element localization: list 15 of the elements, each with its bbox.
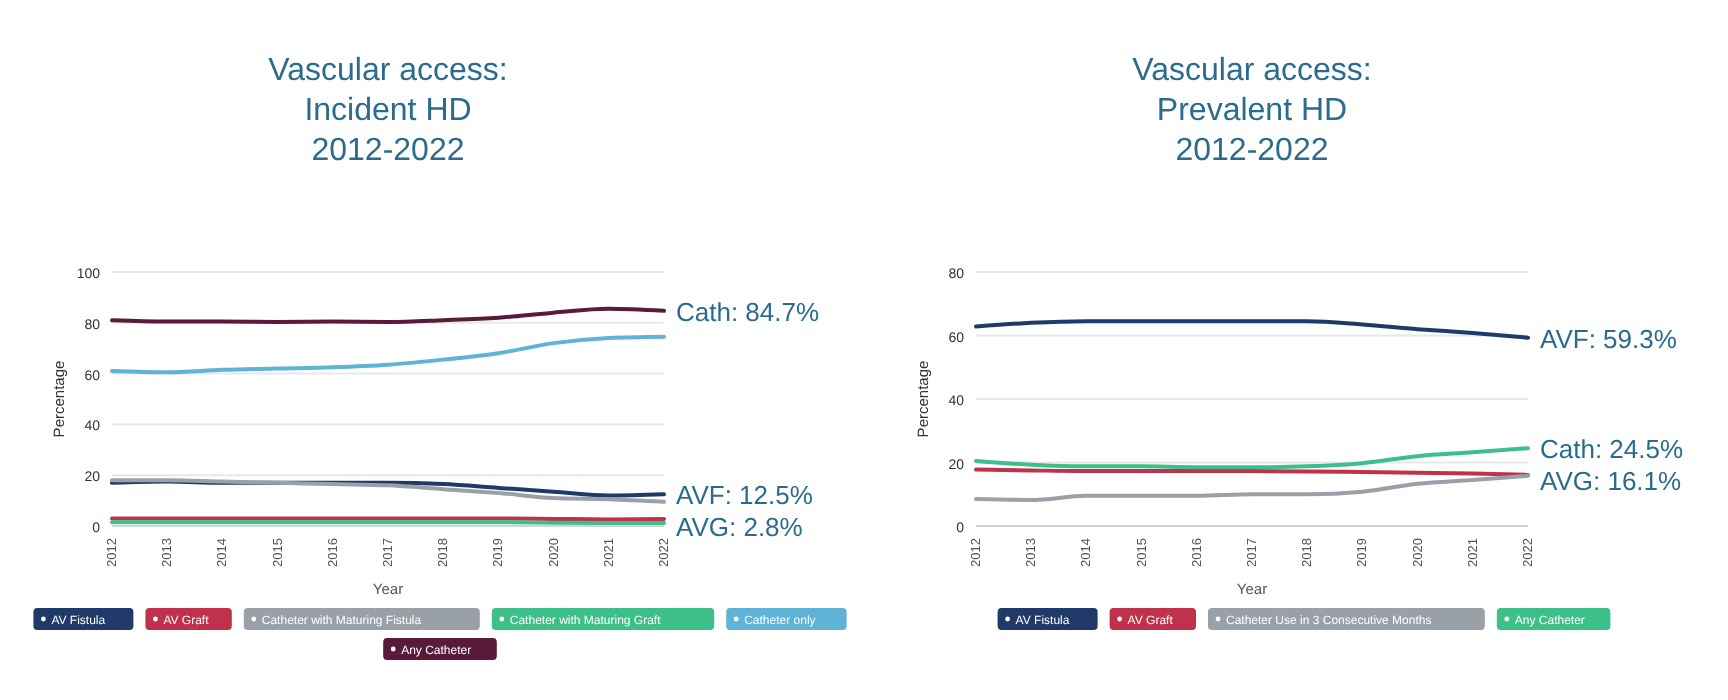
chart-title: Vascular access: Prevalent HD 2012-2022 [1132, 54, 1372, 168]
chart-title: Vascular access: Incident HD 2012-2022 [268, 54, 508, 168]
annotation: AVF: 59.3% [1540, 323, 1678, 354]
annotation: AVF: 12.5% [676, 480, 814, 511]
line-series [974, 446, 1530, 470]
annotation: AVG: 2.8% [676, 512, 804, 543]
line-series [110, 478, 666, 504]
annotation: Cath: 84.7% [676, 296, 820, 327]
line-series [110, 479, 666, 498]
annotation: AVG: 16.1% [1540, 466, 1683, 497]
line-series [110, 306, 666, 325]
line-series [974, 319, 1530, 340]
line-series [110, 334, 666, 375]
line-series [974, 473, 1530, 502]
annotation: Cath: 24.5% [1540, 434, 1684, 465]
